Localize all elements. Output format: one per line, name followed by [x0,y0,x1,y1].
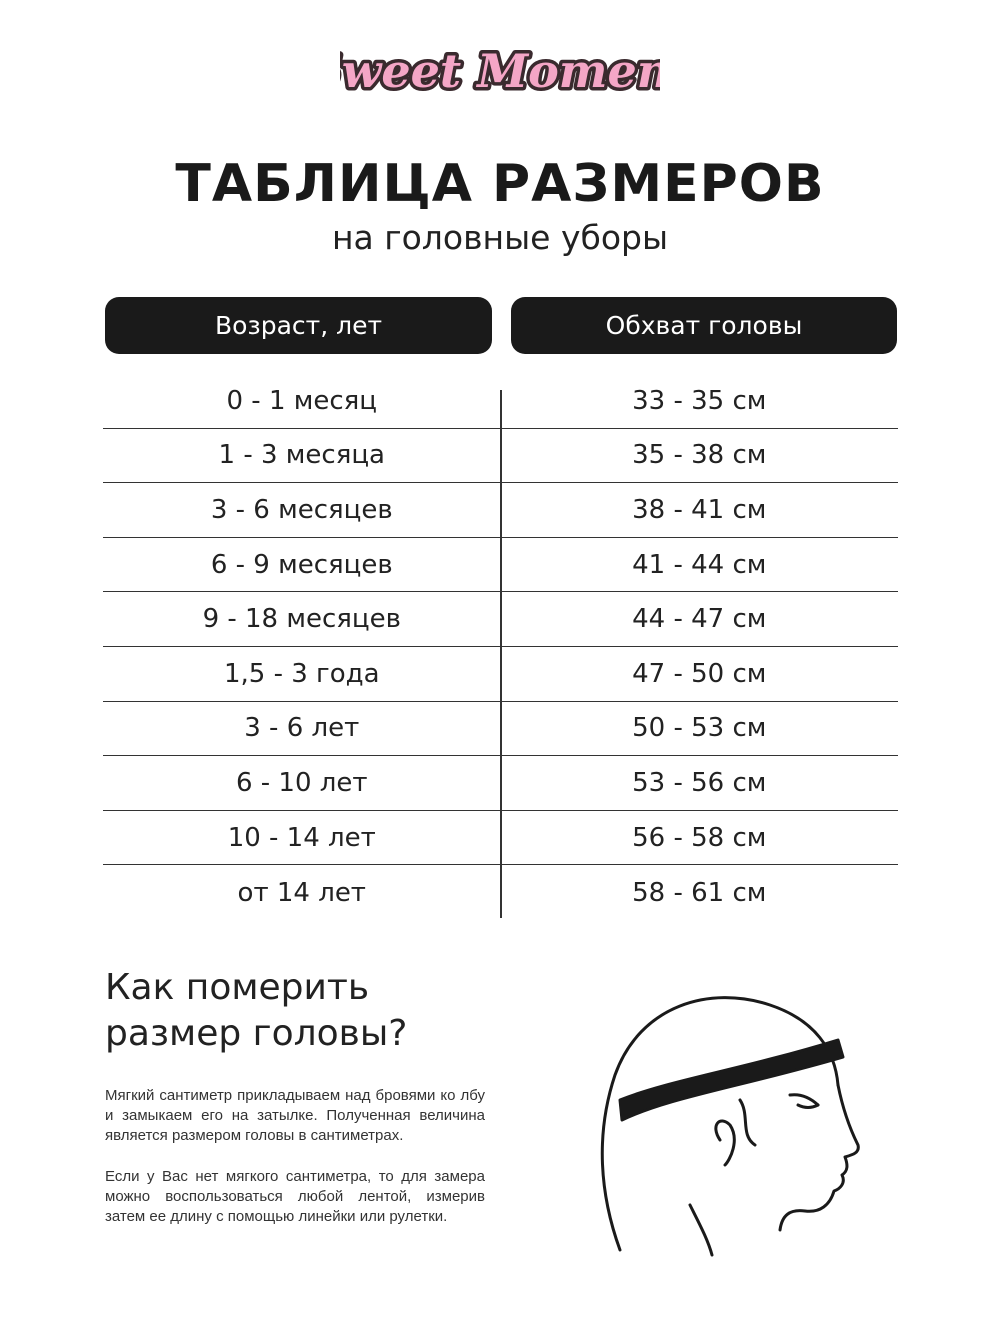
brand-logo: Sweet Moment [305,30,695,110]
head-measure-icon [590,965,880,1265]
age-cell: 6 - 9 месяцев [210,549,393,580]
howto-paragraph-2: Если у Вас нет мягкого сантиметра, то дл… [105,1168,485,1225]
circumference-cell: 44 - 47 см [632,604,767,635]
circumference-cell: 53 - 56 см [632,767,767,798]
table-row: 10 - 14 лет 56 - 58 см [103,811,898,866]
age-cell: 1,5 - 3 года [223,658,380,689]
table-row: 6 - 9 месяцев 41 - 44 см [103,538,898,593]
table-row: от 14 лет 58 - 61 см [103,865,898,920]
circumference-cell: 58 - 61 см [632,877,767,908]
circumference-cell: 56 - 58 см [632,822,767,853]
age-cell: от 14 лет [237,877,366,908]
table-row: 0 - 1 месяц 33 - 35 см [103,374,898,429]
size-table: 0 - 1 месяц 33 - 35 см 1 - 3 месяца 35 - 38… [103,374,898,920]
page-title: ТАБЛИЦА РАЗМЕРОВ [175,154,825,214]
age-cell: 6 - 10 лет [235,767,368,798]
circumference-cell: 47 - 50 см [632,658,767,689]
circumference-cell: 35 - 38 см [632,440,767,471]
howto-heading: Как померить размер головы? [105,965,407,1057]
howto-heading-line1: Как померить [105,967,370,1008]
howto-text: Мягкий сантиметр прикладываем над бровям… [105,1086,485,1248]
age-cell: 3 - 6 месяцев [210,494,393,525]
page-subtitle: на головные уборы [331,218,669,257]
circumference-cell: 50 - 53 см [632,713,767,744]
column-header-age: Возраст, лет [105,297,492,354]
circumference-cell: 33 - 35 см [632,385,767,416]
howto-paragraph-1: Мягкий сантиметр прикладываем над бровям… [105,1087,485,1144]
howto-heading-line2: размер головы? [105,1013,408,1054]
table-row: 1,5 - 3 года 47 - 50 см [103,647,898,702]
circumference-cell: 38 - 41 см [632,494,767,525]
logo-text: Sweet Moment [340,44,660,98]
age-cell: 1 - 3 месяца [218,440,385,471]
circumference-cell: 41 - 44 см [632,549,767,580]
column-header-head-circumference: Обхват головы [511,297,897,354]
age-cell: 9 - 18 месяцев [202,604,401,635]
column-divider [500,390,502,918]
age-cell: 0 - 1 месяц [226,385,377,416]
table-row: 9 - 18 месяцев 44 - 47 см [103,592,898,647]
age-cell: 3 - 6 лет [244,713,360,744]
age-cell: 10 - 14 лет [227,822,376,853]
